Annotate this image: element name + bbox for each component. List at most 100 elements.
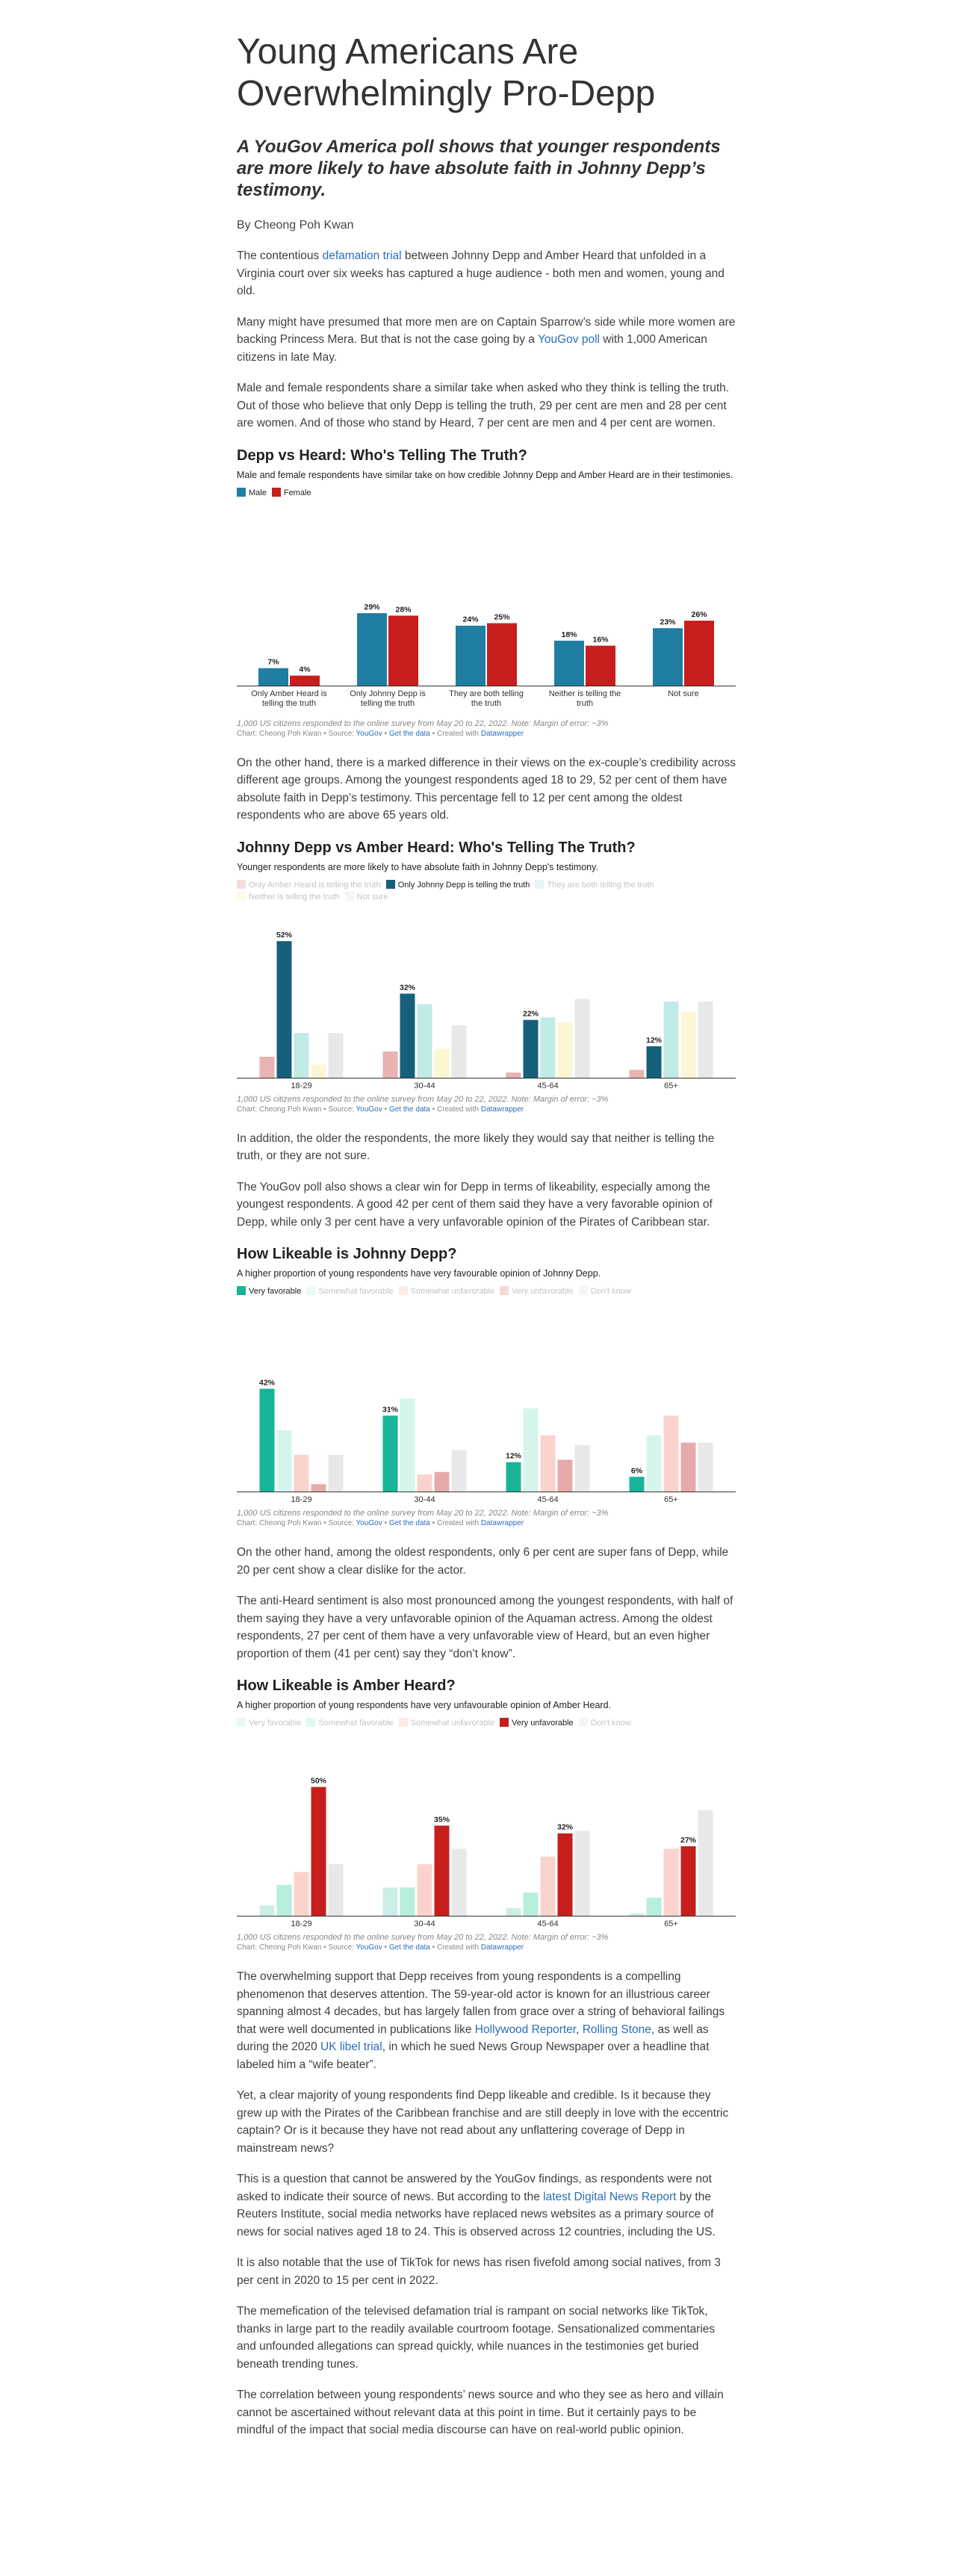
- bar-somewhat-unfavorable-45-64[interactable]: [540, 1435, 556, 1492]
- bar-somewhat-unfavorable-45-64[interactable]: [540, 1856, 556, 1916]
- bar-very-unfavorable-30-44[interactable]: [434, 1825, 450, 1916]
- bar-don-t-know-18-29[interactable]: [328, 1454, 344, 1492]
- legend-item-somewhat-favorable[interactable]: Somewhat favorable: [306, 1717, 394, 1729]
- legend-item-very-unfavorable[interactable]: Very unfavorable: [500, 1285, 574, 1297]
- legend-item-male[interactable]: Male: [237, 487, 267, 499]
- get-data-link[interactable]: Get the data: [388, 1105, 430, 1114]
- legend-item-they-are-both-telling-the-truth[interactable]: They are both telling the truth: [535, 879, 654, 891]
- bar-don-t-know-30-44[interactable]: [451, 1849, 467, 1916]
- digital-news-report-link[interactable]: latest Digital News Report: [543, 2190, 677, 2203]
- bar-somewhat-favorable-65[interactable]: [646, 1897, 662, 1916]
- bar-they-are-both-telling-the-truth-18-29[interactable]: [294, 1032, 309, 1078]
- bar-somewhat-favorable-18-29[interactable]: [276, 1884, 292, 1916]
- defamation-trial-link[interactable]: defamation trial: [322, 249, 402, 262]
- yougov-poll-link[interactable]: YouGov poll: [537, 333, 600, 346]
- bar-somewhat-favorable-45-64[interactable]: [523, 1893, 539, 1916]
- bar-neither-is-telling-the-truth-65[interactable]: [680, 1011, 696, 1078]
- legend-item-very-unfavorable[interactable]: Very unfavorable: [500, 1717, 574, 1729]
- source-link[interactable]: YouGov: [356, 1519, 382, 1527]
- legend-item-not-sure[interactable]: Not sure: [344, 891, 388, 903]
- legend-item-somewhat-unfavorable[interactable]: Somewhat unfavorable: [398, 1717, 494, 1729]
- uk-libel-trial-link[interactable]: UK libel trial: [320, 2040, 382, 2053]
- bar-only-amber-heard-is-telling-the-truth-65[interactable]: [629, 1069, 645, 1078]
- bar-somewhat-unfavorable-18-29[interactable]: [294, 1454, 309, 1492]
- bar-female-only-johnny-depp-is-telling-the-truth[interactable]: [388, 615, 418, 686]
- legend-item-somewhat-unfavorable[interactable]: Somewhat unfavorable: [398, 1285, 494, 1297]
- bar-female-they-are-both-telling-the-truth[interactable]: [487, 622, 517, 686]
- legend-item-only-amber-heard-is-telling-the-truth[interactable]: Only Amber Heard is telling the truth: [237, 879, 381, 891]
- bar-female-neither-is-telling-the-truth[interactable]: [586, 645, 615, 686]
- bar-not-sure-30-44[interactable]: [451, 1025, 467, 1078]
- bar-don-t-know-65[interactable]: [698, 1810, 713, 1916]
- bar-somewhat-favorable-18-29[interactable]: [276, 1430, 292, 1492]
- bar-female-only-amber-heard-is-telling-the-truth[interactable]: [290, 675, 320, 686]
- datawrapper-link[interactable]: Datawrapper: [480, 1105, 524, 1114]
- bar-very-favorable-18-29[interactable]: [259, 1388, 275, 1492]
- hollywood-reporter-link[interactable]: Hollywood Reporter: [474, 2023, 577, 2036]
- bar-somewhat-unfavorable-65[interactable]: [663, 1849, 679, 1916]
- bar-very-unfavorable-65[interactable]: [680, 1442, 696, 1492]
- bar-they-are-both-telling-the-truth-65[interactable]: [663, 1001, 679, 1078]
- bar-male-only-johnny-depp-is-telling-the-truth[interactable]: [357, 612, 387, 686]
- bar-somewhat-favorable-30-44[interactable]: [400, 1398, 415, 1492]
- bar-somewhat-favorable-65[interactable]: [646, 1435, 662, 1492]
- bar-somewhat-unfavorable-18-29[interactable]: [294, 1872, 309, 1916]
- bar-only-johnny-depp-is-telling-the-truth-65[interactable]: [646, 1046, 662, 1078]
- bar-don-t-know-30-44[interactable]: [451, 1450, 467, 1492]
- legend-item-neither-is-telling-the-truth[interactable]: Neither is telling the truth: [237, 891, 340, 903]
- bar-male-they-are-both-telling-the-truth[interactable]: [456, 625, 486, 686]
- legend-item-very-favorable[interactable]: Very favorable: [237, 1285, 301, 1297]
- datawrapper-link[interactable]: Datawrapper: [480, 1519, 524, 1527]
- bar-very-unfavorable-18-29[interactable]: [311, 1787, 326, 1916]
- bar-only-johnny-depp-is-telling-the-truth-30-44[interactable]: [400, 993, 415, 1078]
- bar-not-sure-18-29[interactable]: [328, 1032, 344, 1078]
- bar-very-unfavorable-45-64[interactable]: [557, 1459, 573, 1492]
- get-data-link[interactable]: Get the data: [388, 729, 430, 738]
- legend-item-don-t-know[interactable]: Don't know: [578, 1717, 631, 1729]
- legend-item-very-favorable[interactable]: Very favorable: [237, 1717, 301, 1729]
- bar-somewhat-unfavorable-30-44[interactable]: [417, 1864, 432, 1916]
- bar-very-unfavorable-18-29[interactable]: [311, 1484, 326, 1492]
- bar-somewhat-unfavorable-65[interactable]: [663, 1415, 679, 1492]
- bar-only-johnny-depp-is-telling-the-truth-45-64[interactable]: [523, 1019, 539, 1078]
- bar-very-unfavorable-65[interactable]: [680, 1846, 696, 1916]
- bar-they-are-both-telling-the-truth-30-44[interactable]: [417, 1004, 432, 1078]
- bar-not-sure-45-64[interactable]: [574, 999, 590, 1078]
- bar-only-amber-heard-is-telling-the-truth-45-64[interactable]: [506, 1072, 521, 1078]
- bar-very-favorable-45-64[interactable]: [506, 1462, 521, 1492]
- bar-male-not-sure[interactable]: [653, 627, 683, 686]
- bar-don-t-know-18-29[interactable]: [328, 1864, 344, 1916]
- bar-very-favorable-30-44[interactable]: [382, 1887, 398, 1916]
- bar-neither-is-telling-the-truth-45-64[interactable]: [557, 1022, 573, 1078]
- bar-they-are-both-telling-the-truth-45-64[interactable]: [540, 1017, 556, 1078]
- bar-very-unfavorable-45-64[interactable]: [557, 1833, 573, 1916]
- bar-neither-is-telling-the-truth-18-29[interactable]: [311, 1064, 326, 1078]
- bar-don-t-know-65[interactable]: [698, 1442, 713, 1492]
- get-data-link[interactable]: Get the data: [388, 1943, 430, 1952]
- bar-female-not-sure[interactable]: [684, 620, 714, 686]
- bar-very-favorable-18-29[interactable]: [259, 1905, 275, 1916]
- source-link[interactable]: YouGov: [356, 1105, 382, 1114]
- bar-don-t-know-45-64[interactable]: [574, 1831, 590, 1916]
- bar-somewhat-favorable-30-44[interactable]: [400, 1887, 415, 1916]
- legend-item-female[interactable]: Female: [271, 487, 311, 499]
- bar-somewhat-unfavorable-30-44[interactable]: [417, 1474, 432, 1492]
- bar-very-favorable-65[interactable]: [629, 1913, 645, 1916]
- bar-male-only-amber-heard-is-telling-the-truth[interactable]: [258, 668, 288, 686]
- bar-only-johnny-depp-is-telling-the-truth-18-29[interactable]: [276, 940, 292, 1078]
- source-link[interactable]: YouGov: [356, 729, 382, 738]
- bar-somewhat-favorable-45-64[interactable]: [523, 1408, 539, 1492]
- get-data-link[interactable]: Get the data: [388, 1519, 430, 1527]
- rolling-stone-link[interactable]: Rolling Stone: [582, 2023, 651, 2036]
- bar-very-favorable-30-44[interactable]: [382, 1415, 398, 1492]
- datawrapper-link[interactable]: Datawrapper: [480, 1943, 524, 1952]
- legend-item-don-t-know[interactable]: Don't know: [578, 1285, 631, 1297]
- bar-only-amber-heard-is-telling-the-truth-30-44[interactable]: [382, 1051, 398, 1078]
- bar-very-favorable-45-64[interactable]: [506, 1908, 521, 1916]
- bar-male-neither-is-telling-the-truth[interactable]: [554, 640, 584, 686]
- legend-item-only-johnny-depp-is-telling-the-truth[interactable]: Only Johnny Depp is telling the truth: [385, 879, 530, 891]
- bar-not-sure-65[interactable]: [698, 1001, 713, 1078]
- bar-only-amber-heard-is-telling-the-truth-18-29[interactable]: [259, 1056, 275, 1078]
- bar-very-unfavorable-30-44[interactable]: [434, 1471, 450, 1492]
- datawrapper-link[interactable]: Datawrapper: [480, 729, 524, 738]
